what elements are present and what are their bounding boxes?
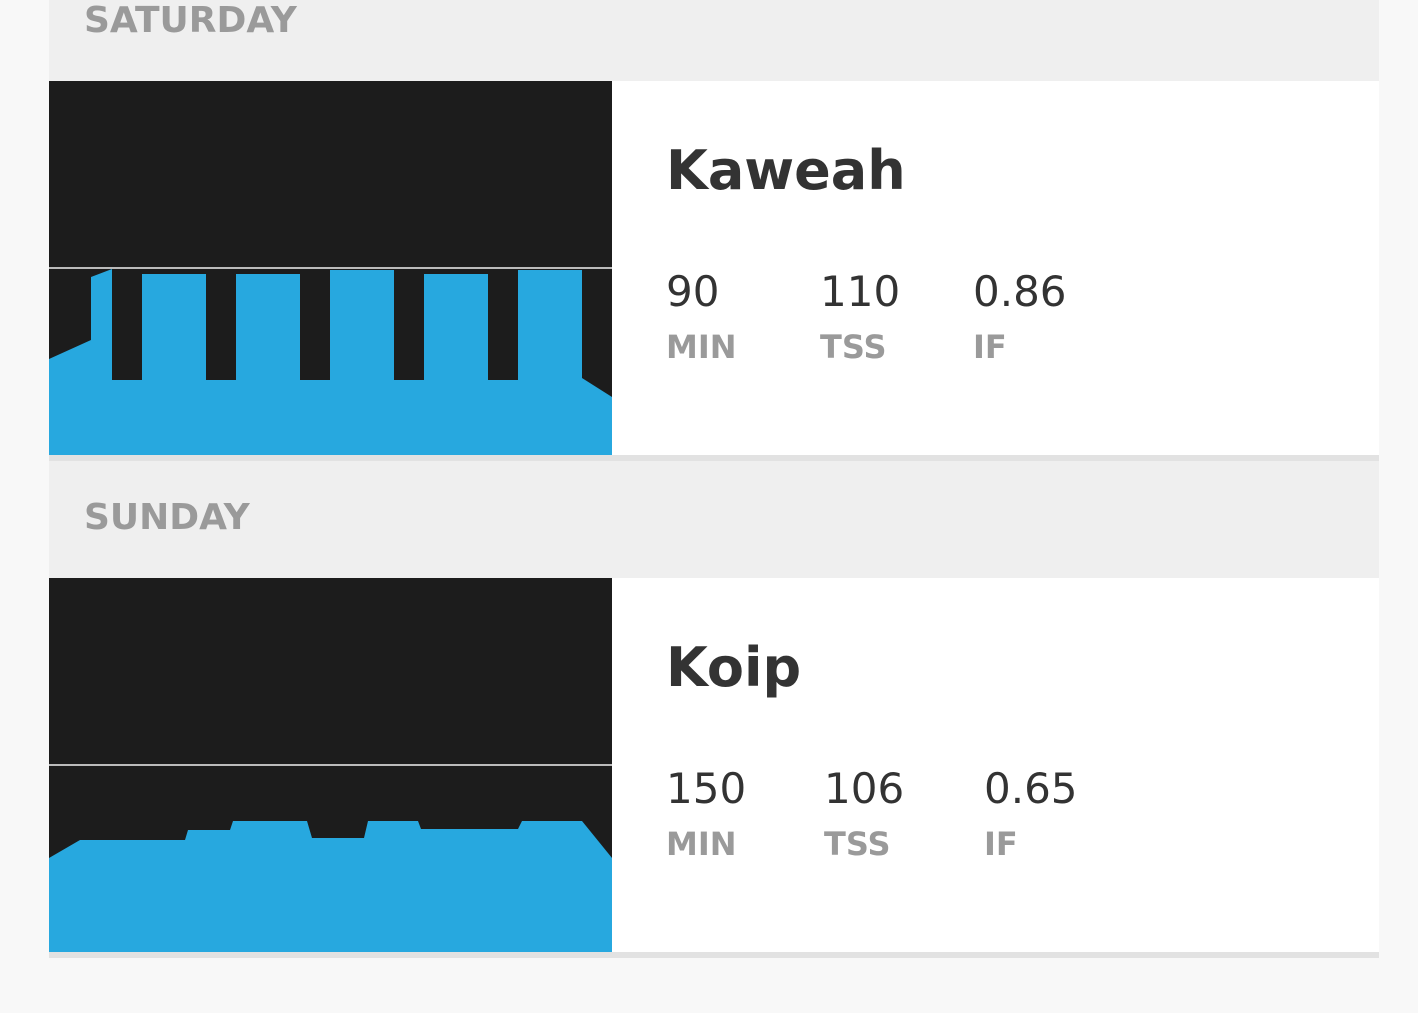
day-header: SUNDAY <box>49 461 1379 578</box>
stat: 110 TSS <box>820 267 900 367</box>
stat-unit: MIN <box>666 825 737 863</box>
workout-name: Kaweah <box>666 139 906 202</box>
stat: 0.86 IF <box>973 267 1067 367</box>
stat-value: 150 <box>666 764 747 813</box>
workout-profile <box>49 81 612 455</box>
day-label: SATURDAY <box>84 0 297 41</box>
stat-value: 0.65 <box>984 764 1078 813</box>
stat: 150 MIN <box>666 764 746 864</box>
stat-unit: TSS <box>824 825 891 863</box>
profile-shape <box>49 269 612 455</box>
stat: 0.65 IF <box>984 764 1078 864</box>
day-header: SATURDAY <box>49 0 1379 81</box>
stat-unit: TSS <box>820 328 887 366</box>
stat-unit: MIN <box>666 328 737 366</box>
stat-value: 110 <box>820 267 901 316</box>
stat-value: 90 <box>666 267 720 316</box>
workout-name: Koip <box>666 636 802 699</box>
stat-unit: IF <box>973 328 1007 366</box>
workout-card[interactable]: Koip 150 MIN 106 TSS 0.65 IF <box>49 578 1379 958</box>
stat-value: 0.86 <box>973 267 1067 316</box>
stat-value: 106 <box>824 764 905 813</box>
stat: 106 TSS <box>824 764 904 864</box>
profile-shape <box>49 821 612 952</box>
stat: 90 MIN <box>666 267 737 367</box>
stat-unit: IF <box>984 825 1018 863</box>
workout-card[interactable]: Kaweah 90 MIN 110 TSS 0.86 IF <box>49 81 1379 461</box>
day-label: SUNDAY <box>84 497 250 538</box>
workout-profile <box>49 578 612 952</box>
